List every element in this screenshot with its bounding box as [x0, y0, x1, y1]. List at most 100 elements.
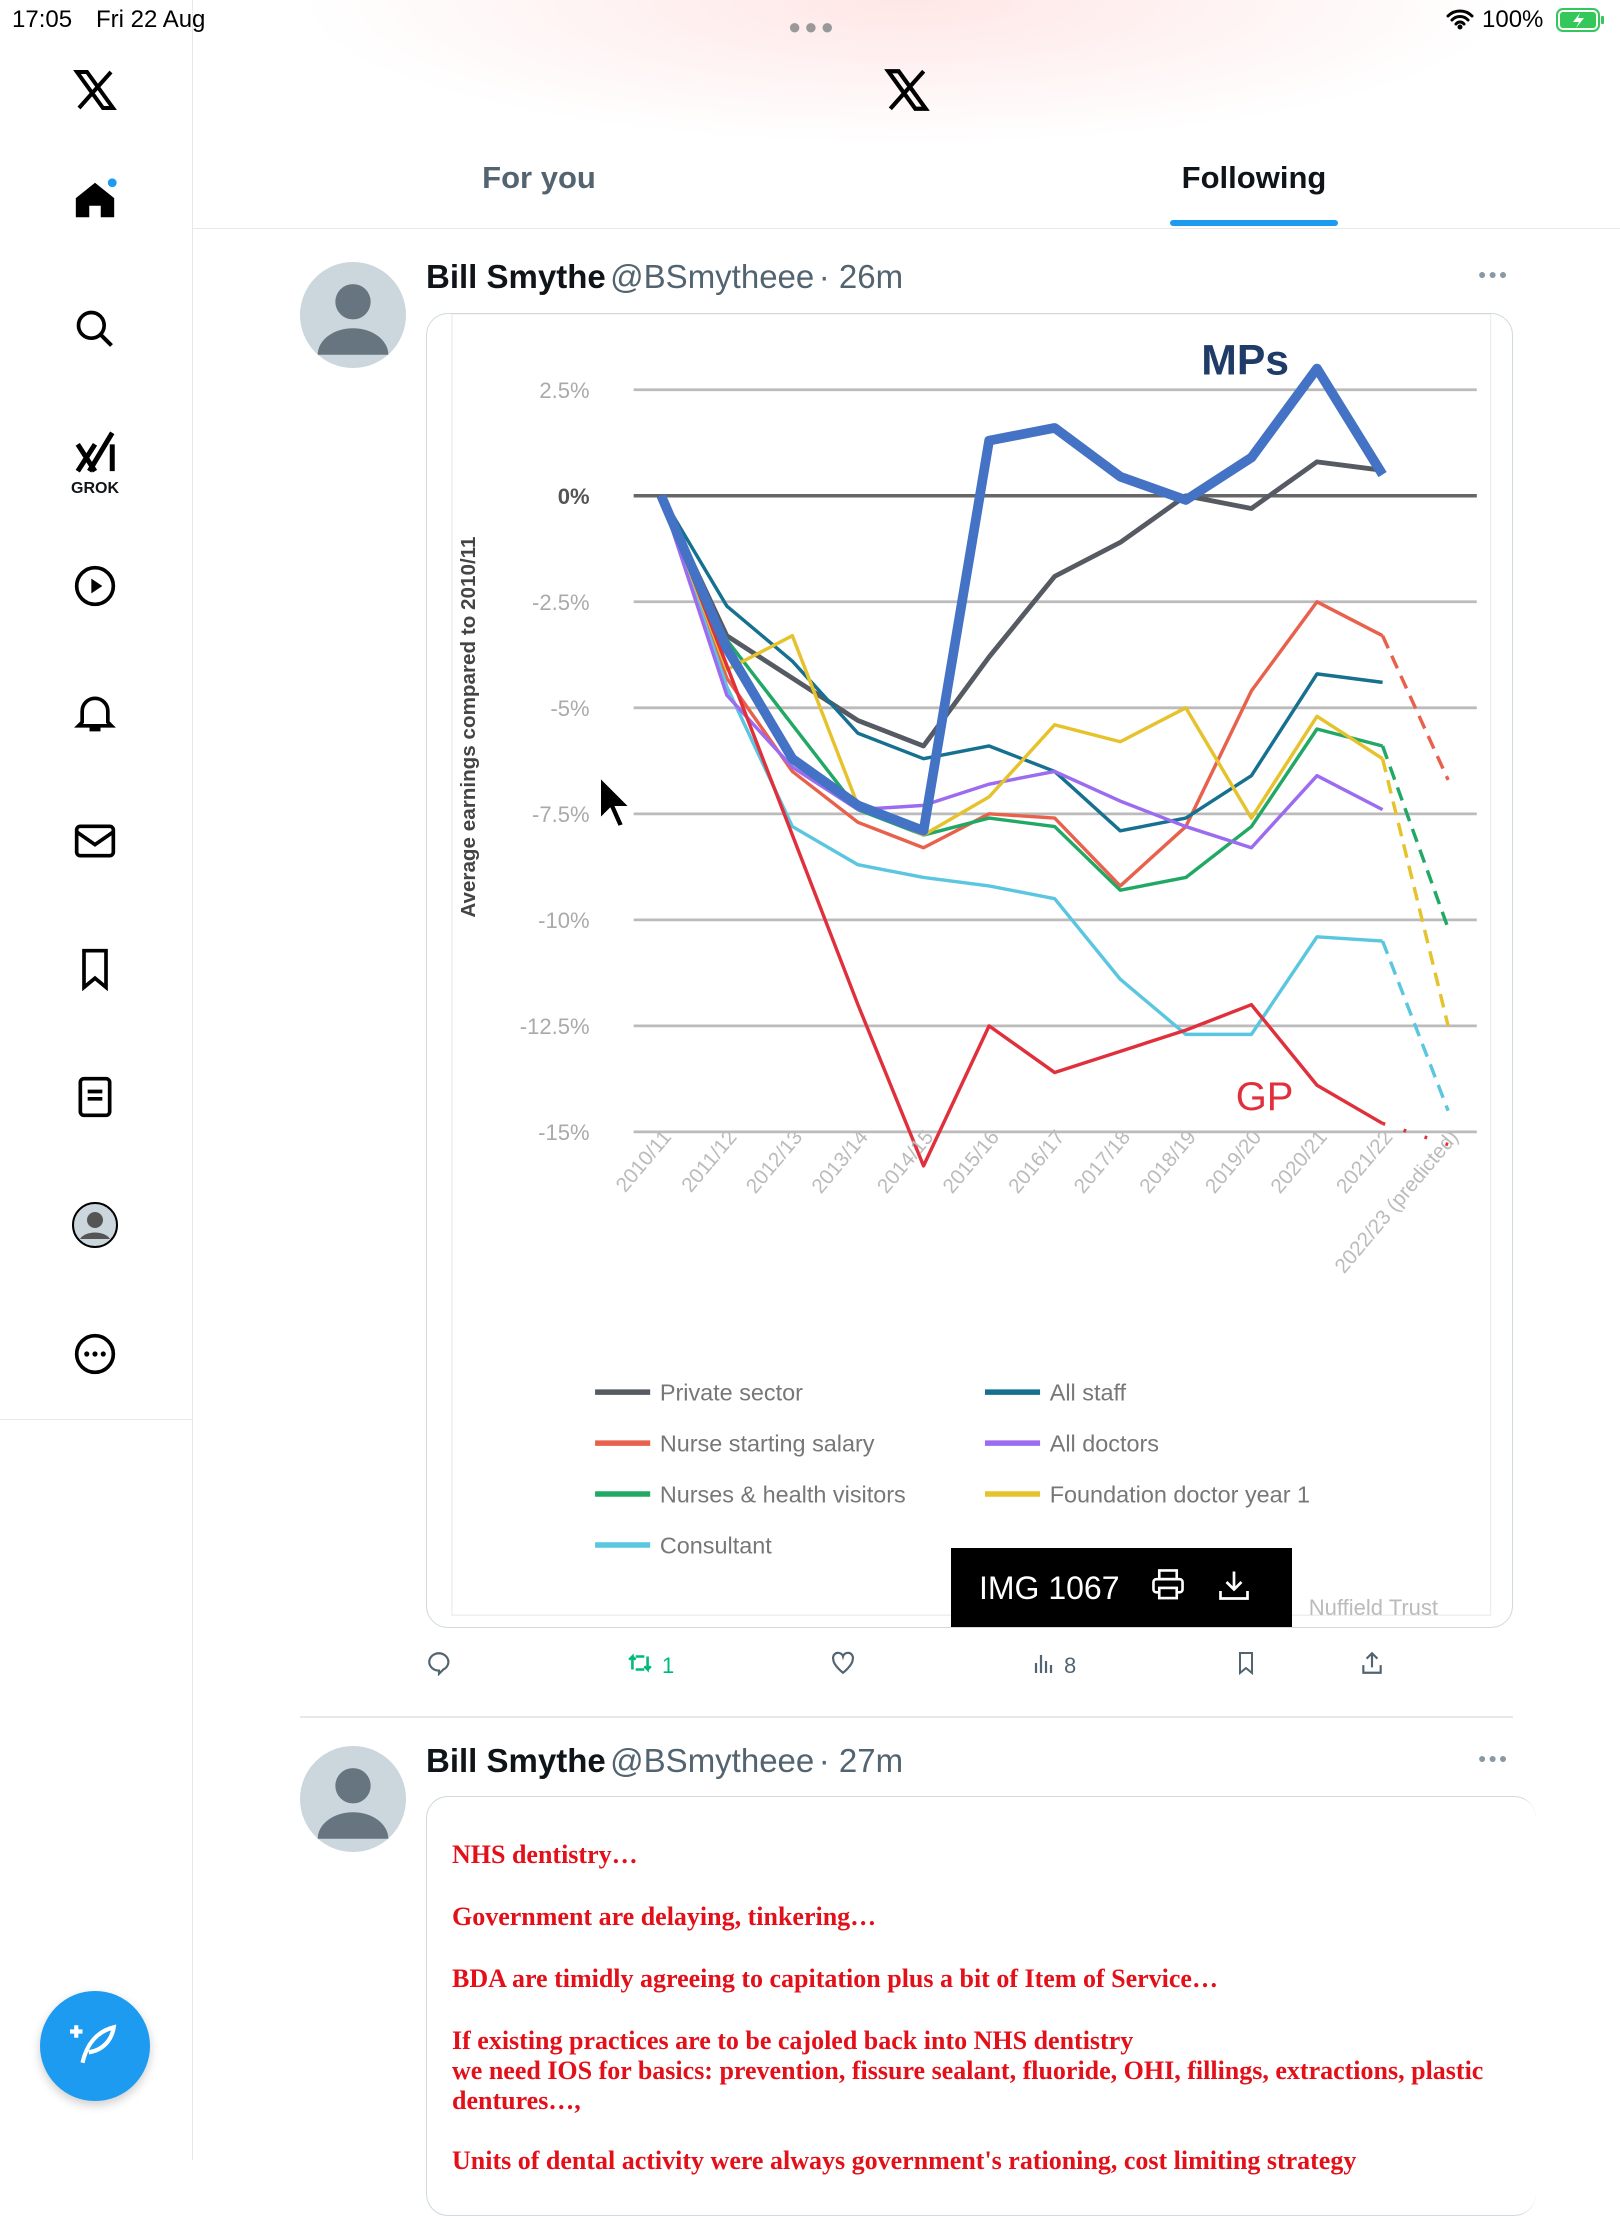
sidebar-item-search[interactable] [70, 306, 120, 356]
sidebar: GROK [0, 0, 193, 2160]
bookmark-button[interactable] [1234, 1648, 1258, 1684]
series-predicted-segment [1380, 745, 1450, 929]
legend-label: Foundation doctor year 1 [1050, 1481, 1310, 1507]
status-time: 17:05 [12, 6, 73, 33]
image-text-line: NHS dentistry… [452, 1840, 638, 1869]
views-button[interactable]: 8 [1032, 1648, 1076, 1684]
mouse-cursor-icon [598, 774, 633, 834]
y-tick-label: 0% [558, 484, 590, 509]
tab-following[interactable]: Following [1181, 160, 1327, 195]
series-line-all-doctors [659, 495, 1384, 850]
sidebar-divider [0, 1419, 193, 1420]
reply-button[interactable] [426, 1648, 452, 1684]
y-tick-label: -2.5% [532, 590, 590, 615]
share-button[interactable] [1359, 1648, 1385, 1684]
y-tick-label: 2.5% [539, 378, 589, 403]
series-line-gp [659, 495, 1384, 1168]
header-divider [193, 228, 1620, 229]
tab-for-you[interactable]: For you [482, 160, 596, 195]
sidebar-item-more[interactable] [70, 1331, 120, 1381]
more-circle-icon [73, 1332, 117, 1381]
series-predicted-segment [1380, 940, 1450, 1112]
tweet-image-text[interactable]: NHS dentistry… Government are delaying, … [426, 1796, 1536, 2216]
wifi-icon [1446, 8, 1474, 35]
tweet-header: Bill Smythe @BSmytheee · 26m [426, 258, 903, 296]
bookmark-icon [73, 947, 117, 996]
tweet-header: Bill Smythe @BSmytheee · 27m [426, 1742, 903, 1780]
retweet-button[interactable]: 1 [626, 1648, 674, 1684]
sidebar-item-messages[interactable] [70, 818, 120, 868]
series-line-mps [656, 363, 1387, 836]
author-name[interactable]: Bill Smythe [426, 1742, 606, 1779]
compose-post-button[interactable] [40, 1991, 150, 2101]
sidebar-item-notifications[interactable] [70, 690, 120, 740]
compose-feather-icon [70, 2019, 120, 2074]
multitasking-dots-icon[interactable]: ●●● [788, 14, 837, 39]
retweet-icon [626, 1650, 654, 1682]
series-line-private-sector [659, 459, 1383, 749]
image-text-line: BDA are timidly agreeing to capitation p… [452, 1964, 1218, 1993]
y-tick-label: -5% [550, 696, 589, 721]
status-date: Fri 22 Aug [96, 6, 206, 33]
battery-charging-icon [1556, 8, 1606, 37]
avatar[interactable] [300, 1746, 406, 1852]
series-line-nurses-health-visitors [659, 495, 1383, 892]
x-header-logo-icon[interactable] [882, 65, 932, 120]
sidebar-item-bookmarks[interactable] [70, 946, 120, 996]
y-tick-label: -12.5% [520, 1014, 590, 1039]
author-handle[interactable]: @BSmytheee [610, 1742, 815, 1779]
legend-label: Consultant [660, 1532, 772, 1558]
avatar[interactable] [300, 262, 406, 368]
sidebar-item-profile[interactable] [70, 1201, 120, 1254]
series-predicted-segment [1380, 758, 1450, 1027]
play-icon [73, 564, 117, 613]
y-tick-label: -15% [538, 1120, 589, 1145]
search-icon [73, 307, 117, 356]
avatar-icon [71, 1201, 119, 1254]
x-logo-icon[interactable] [70, 65, 120, 115]
views-chart-icon [1032, 1651, 1056, 1681]
bookmark-icon [1234, 1650, 1258, 1682]
more-options-icon[interactable]: ●●● [1478, 1750, 1510, 1766]
sidebar-item-lists[interactable] [70, 1074, 120, 1124]
legend-label: All staff [1050, 1379, 1127, 1405]
sidebar-item-video[interactable] [70, 563, 120, 613]
tweet-time[interactable]: · 26m [818, 258, 904, 295]
retweet-count: 1 [662, 1653, 675, 1678]
sidebar-item-grok[interactable]: GROK [70, 428, 120, 498]
views-count: 8 [1064, 1653, 1077, 1678]
annotation-mps: MPs [1201, 337, 1289, 385]
share-icon [1359, 1650, 1385, 1682]
legend-label: Private sector [660, 1379, 803, 1405]
image-text-line: If existing practices are to be cajoled … [452, 2026, 1134, 2055]
image-overlay-bar: IMG 1067 [951, 1548, 1292, 1627]
annotation-gp: GP [1236, 1075, 1294, 1119]
image-text-line: dentures…, [452, 2086, 581, 2115]
grok-icon [72, 429, 118, 480]
image-text-line: Units of dental activity were always gov… [452, 2146, 1357, 2175]
earnings-chart: 2.5%0%-2.5%-5%-7.5%-10%-12.5%-15% 2010/11… [451, 314, 1492, 1620]
like-button[interactable] [829, 1648, 857, 1684]
image-text-line: we need IOS for basics: prevention, fiss… [452, 2056, 1484, 2085]
tweet-image[interactable]: 2.5% 0% -2.5% -5% -7.5% -10% -12.5% -15% 2010/11… [426, 313, 1513, 1628]
more-options-icon[interactable]: ●●● [1478, 266, 1510, 282]
tweet-divider [300, 1716, 1513, 1718]
y-axis-label: Average earnings compared to 2010/11 [457, 536, 480, 917]
image-text-line: Government are delaying, tinkering… [452, 1902, 877, 1931]
author-handle[interactable]: @BSmytheee [610, 258, 815, 295]
download-icon[interactable] [1216, 1568, 1252, 1610]
series-predicted-segment [1381, 635, 1450, 781]
legend-label: All doctors [1050, 1430, 1159, 1456]
home-icon [72, 177, 118, 228]
image-filename: IMG 1067 [979, 1570, 1120, 1606]
y-tick-label: -10% [538, 908, 589, 933]
reply-icon [426, 1650, 452, 1682]
battery-percent: 100% [1482, 6, 1544, 33]
legend-label: Nurses & health visitors [660, 1481, 906, 1507]
author-name[interactable]: Bill Smythe [426, 258, 606, 295]
y-tick-label: -7.5% [532, 802, 590, 827]
tweet-time[interactable]: · 27m [818, 1742, 904, 1779]
active-tab-indicator [1170, 220, 1338, 226]
print-icon[interactable] [1150, 1568, 1186, 1609]
sidebar-item-home[interactable] [70, 177, 120, 227]
